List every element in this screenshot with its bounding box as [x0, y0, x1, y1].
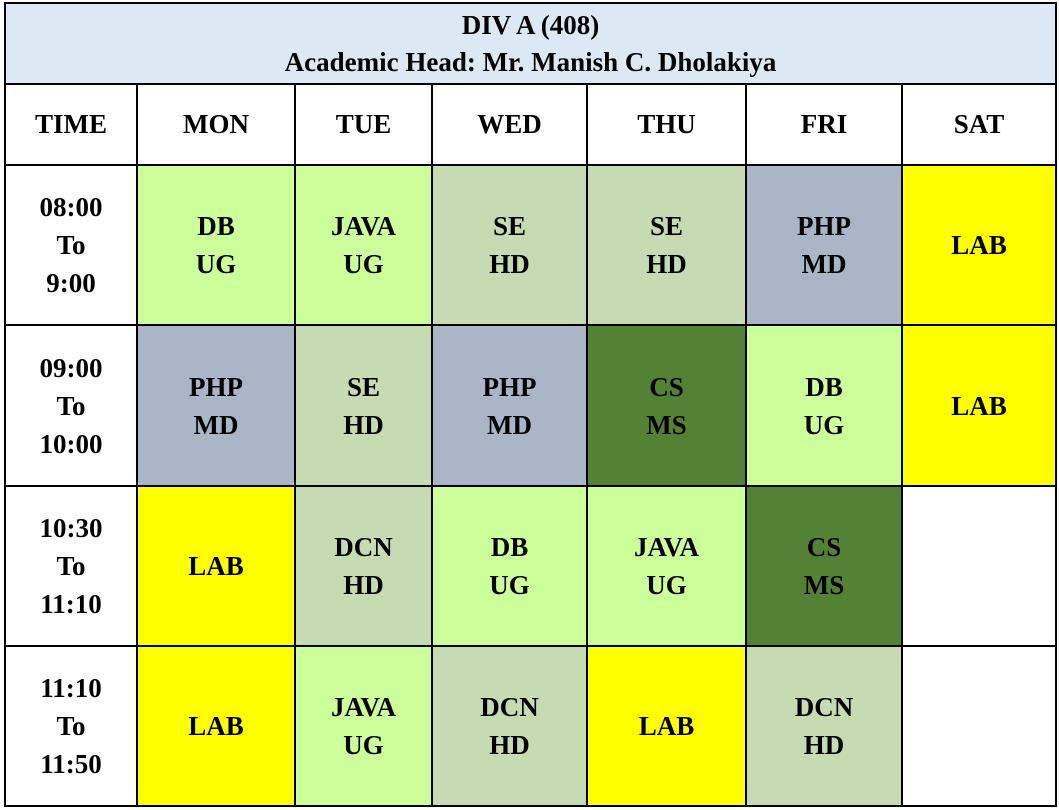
teacher: HD	[489, 249, 530, 280]
header-tue: TUE	[294, 83, 433, 167]
time-to: To	[56, 710, 86, 741]
time-end: 11:50	[40, 748, 102, 779]
subject: DCN	[794, 691, 854, 722]
class-cell: SE HD	[586, 164, 747, 327]
empty-cell	[900, 644, 1058, 808]
teacher: UG	[489, 569, 530, 600]
subject: CS	[649, 371, 684, 402]
time-start: 09:00	[39, 352, 103, 383]
subject: LAB	[188, 550, 244, 581]
teacher: HD	[803, 729, 845, 760]
teacher: HD	[489, 729, 530, 760]
teacher: MS	[646, 409, 687, 440]
class-cell: DB UG	[136, 164, 296, 327]
subject: PHP	[482, 371, 537, 402]
class-cell: CS MS	[745, 484, 903, 647]
time-slot: 08:00 To 9:00	[4, 164, 138, 327]
timetable-row: 08:00 To 9:00 DB UG JAVA UG SE HD SE HD PHP M…	[4, 164, 1058, 327]
time-to: To	[56, 230, 86, 261]
class-cell: SE HD	[294, 324, 433, 487]
class-cell: DB UG	[431, 484, 588, 647]
class-cell: JAVA UG	[294, 644, 433, 808]
class-cell: PHP MD	[745, 164, 903, 327]
teacher: UG	[803, 409, 845, 440]
teacher: MD	[801, 249, 847, 280]
teacher: UG	[195, 249, 237, 280]
time-slot: 09:00 To 10:00	[4, 324, 138, 487]
subject: DCN	[480, 691, 539, 722]
teacher: UG	[343, 249, 384, 280]
subject: DB	[197, 211, 235, 242]
timetable: DIV A (408) Academic Head: Mr. Manish C.…	[3, 1, 1058, 808]
lab-cell: LAB	[586, 644, 747, 808]
timetable-row: 10:30 To 11:10 LAB DCN HD DB UG JAVA UG CS M…	[4, 484, 1058, 647]
class-cell: DCN HD	[294, 484, 433, 647]
time-end: 9:00	[46, 268, 96, 299]
timetable-row: 11:10 To 11:50 LAB JAVA UG DCN HD LAB DCN H…	[4, 644, 1058, 808]
class-cell: JAVA UG	[586, 484, 747, 647]
subject: LAB	[188, 710, 244, 741]
teacher: UG	[343, 729, 384, 760]
class-cell: PHP MD	[136, 324, 296, 487]
time-slot: 11:10 To 11:50	[4, 644, 138, 808]
class-cell: DB UG	[745, 324, 903, 487]
class-cell: CS MS	[586, 324, 747, 487]
class-cell: PHP MD	[431, 324, 588, 487]
class-cell: DCN HD	[745, 644, 903, 808]
subject: SE	[649, 211, 684, 242]
subject: DB	[490, 531, 529, 562]
time-end: 10:00	[39, 428, 103, 459]
time-start: 08:00	[39, 192, 103, 223]
header-thu: THU	[586, 83, 747, 167]
subject: SE	[346, 371, 381, 402]
lab-cell: LAB	[900, 164, 1058, 327]
academic-head: Academic Head: Mr. Manish C. Dholakiya	[284, 46, 777, 77]
subject: LAB	[951, 230, 1007, 261]
subject: DB	[805, 371, 843, 402]
division-title: DIV A (408)	[461, 9, 600, 40]
header-fri: FRI	[745, 83, 903, 167]
teacher: MD	[487, 409, 532, 440]
header-row: TIME MON TUE WED THU FRI SAT	[4, 83, 1058, 167]
class-cell: SE HD	[431, 164, 588, 327]
time-to: To	[56, 550, 86, 581]
time-start: 11:10	[40, 672, 102, 703]
teacher: UG	[646, 569, 687, 600]
subject: DCN	[334, 531, 393, 562]
time-slot: 10:30 To 11:10	[4, 484, 138, 647]
subject: SE	[492, 211, 527, 242]
header-time: TIME	[4, 83, 138, 167]
subject: JAVA	[330, 211, 397, 242]
time-end: 11:10	[40, 588, 102, 619]
teacher: MS	[803, 569, 845, 600]
header-wed: WED	[431, 83, 588, 167]
lab-cell: LAB	[136, 484, 296, 647]
empty-cell	[900, 484, 1058, 647]
class-cell: DCN HD	[431, 644, 588, 808]
subject: JAVA	[633, 531, 700, 562]
subject: CS	[806, 531, 842, 562]
timetable-title: DIV A (408) Academic Head: Mr. Manish C.…	[3, 1, 1058, 86]
class-cell: JAVA UG	[294, 164, 433, 327]
header-mon: MON	[136, 83, 296, 167]
teacher: HD	[343, 409, 384, 440]
subject: PHP	[189, 371, 243, 402]
timetable-row: 09:00 To 10:00 PHP MD SE HD PHP MD CS MS DB U…	[4, 324, 1058, 487]
subject: LAB	[951, 390, 1007, 421]
subject: JAVA	[330, 691, 397, 722]
lab-cell: LAB	[900, 324, 1058, 487]
teacher: HD	[646, 249, 687, 280]
lab-cell: LAB	[136, 644, 296, 808]
subject: PHP	[797, 211, 851, 242]
teacher: MD	[193, 409, 239, 440]
header-sat: SAT	[900, 83, 1058, 167]
time-to: To	[56, 390, 86, 421]
subject: LAB	[638, 710, 695, 741]
teacher: HD	[343, 569, 384, 600]
time-start: 10:30	[39, 512, 103, 543]
